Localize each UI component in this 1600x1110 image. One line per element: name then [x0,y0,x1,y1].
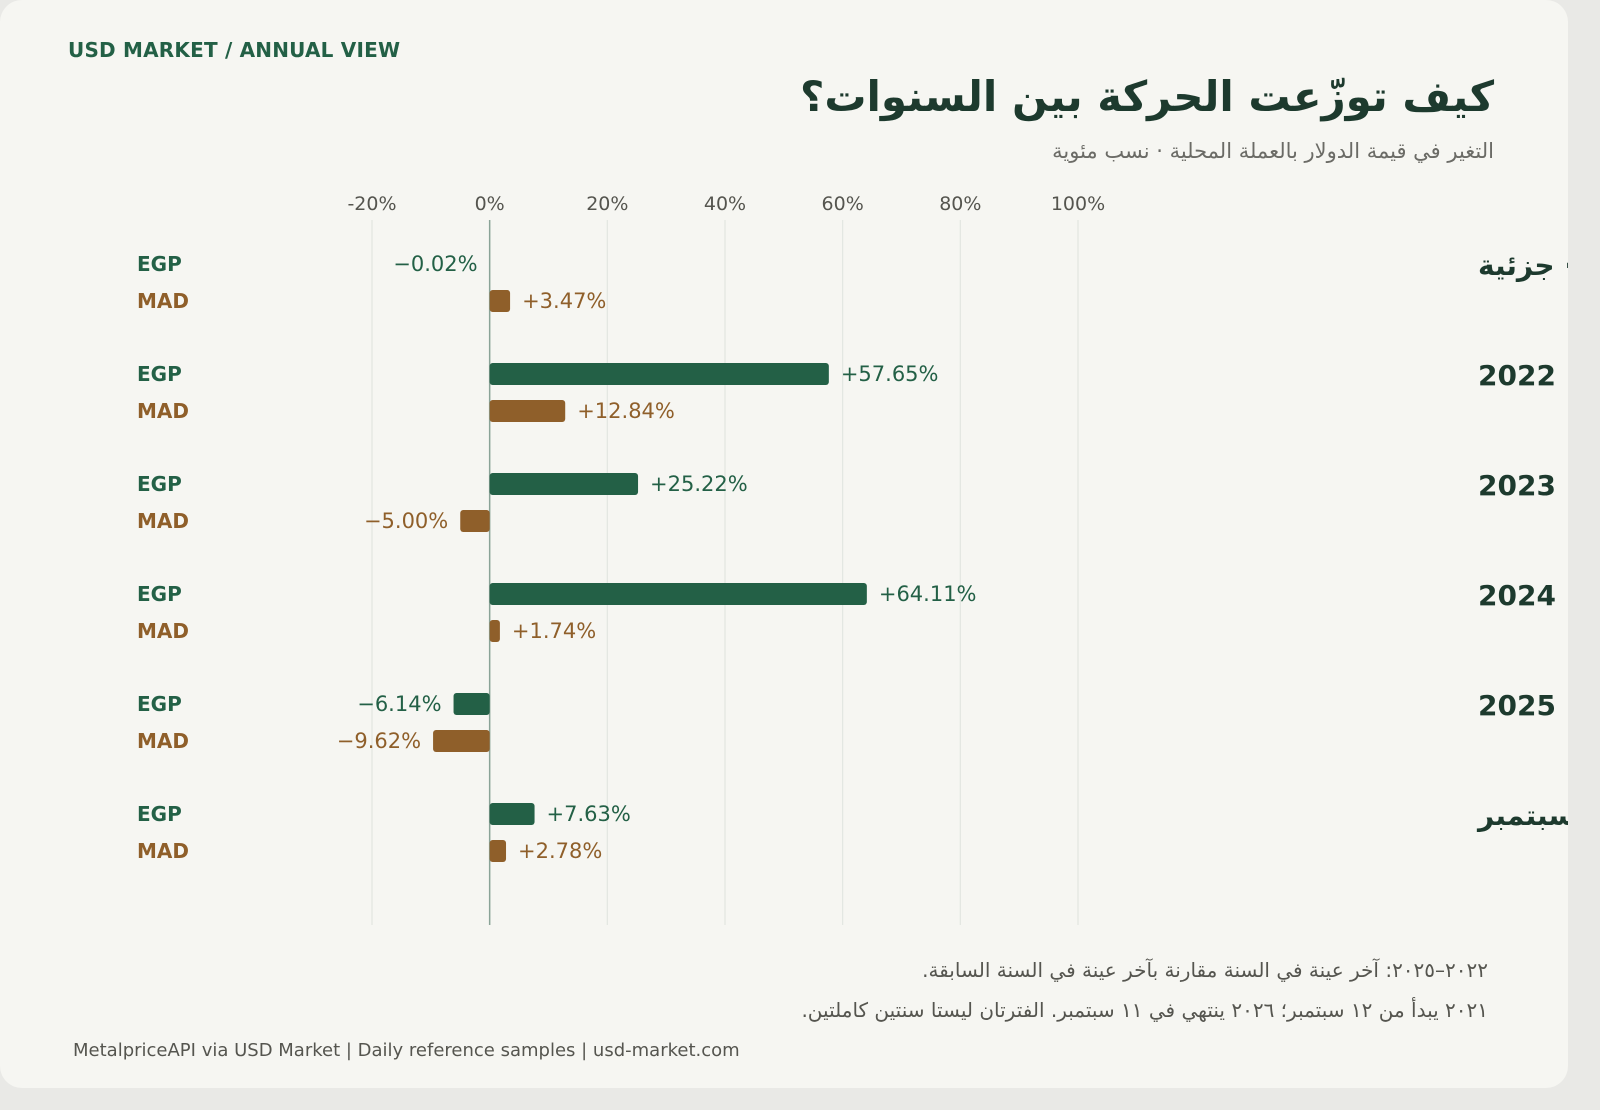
data-label: +12.84% [577,399,675,423]
series-label-mad: MAD [137,399,189,423]
series-label-mad: MAD [137,839,189,863]
data-label: −9.62% [337,729,421,753]
footnote-2: ٢٠٢١ يبدأ من ١٢ سبتمبر؛ ٢٠٢٦ ينتهي في ١١… [801,998,1488,1022]
bar-egp [489,803,535,825]
series-label-egp: EGP [137,362,182,386]
series-label-egp: EGP [137,252,182,276]
bar-mad [489,840,507,862]
x-tick-label: 0% [475,193,505,215]
x-tick-label: 60% [822,193,864,215]
series-label-egp: EGP [137,582,182,606]
x-tick-label: -20% [347,193,396,215]
chart-title: كيف توزّعت الحركة بين السنوات؟ [799,72,1494,121]
chart-subtitle: التغير في قيمة الدولار بالعملة المحلية ·… [1052,139,1494,163]
bar-egp [453,693,490,715]
bar-mad [433,730,490,752]
data-label: −6.14% [357,692,441,716]
series-label-egp: EGP [137,802,182,826]
series-label-mad: MAD [137,729,189,753]
source-line: MetalpriceAPI via USD Market | Daily ref… [73,1040,740,1061]
series-label-egp: EGP [137,472,182,496]
data-label: +3.47% [522,289,606,313]
series-label-egp: EGP [137,692,182,716]
data-label: +2.78% [518,839,602,863]
bar-mad [489,290,511,312]
bar-mad [489,400,566,422]
kicker: USD MARKET / ANNUAL VIEW [68,38,401,62]
series-label-mad: MAD [137,289,189,313]
series-label-mad: MAD [137,509,189,533]
data-label: +57.65% [841,362,939,386]
year-label: 2026 · حتى ١١ سبتمبر [1476,799,1568,832]
data-label: +1.74% [512,619,596,643]
data-label: +25.22% [650,472,748,496]
bar-mad [460,510,490,532]
bar-egp [489,363,829,385]
year-label: 2025 [1478,689,1556,722]
data-label: −0.02% [393,252,477,276]
bar-mad [489,620,500,642]
year-label: 2022 [1478,359,1556,392]
chart-card: USD MARKET / ANNUAL VIEW كيف توزّعت الحر… [0,0,1568,1088]
year-label: 2021 · جزئية [1478,249,1568,282]
x-tick-label: 80% [939,193,981,215]
x-tick-label: 20% [586,193,628,215]
year-label: 2023 [1478,469,1556,502]
bar-egp [489,583,867,605]
footnote-1: ٢٠٢٢–٢٠٢٥: آخر عينة في السنة مقارنة بآخر… [922,958,1488,982]
bar-chart: -20% 0% 20% 40% 60% 80% 100% 2021 · جزئية EGP −0.… [137,193,1568,925]
x-tick-label: 100% [1051,193,1105,215]
year-label: 2024 [1478,579,1556,612]
bar-egp [489,473,639,495]
data-label: +7.63% [547,802,631,826]
x-tick-label: 40% [704,193,746,215]
data-label: −5.00% [364,509,448,533]
series-label-mad: MAD [137,619,189,643]
data-label: +64.11% [879,582,977,606]
